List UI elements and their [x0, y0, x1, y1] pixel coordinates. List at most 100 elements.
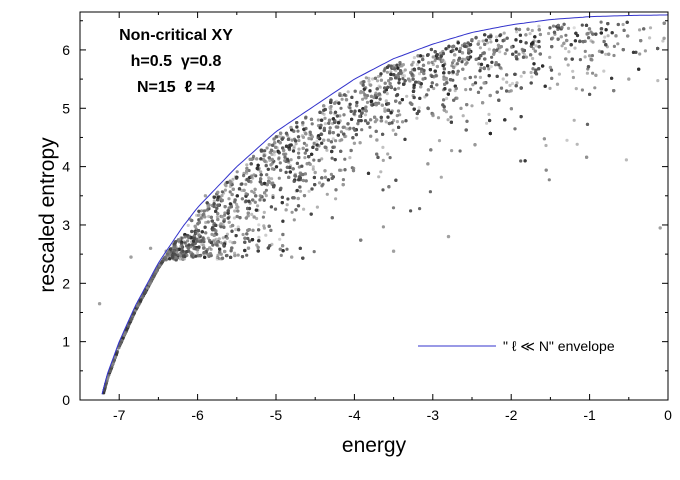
- scatter-point: [289, 158, 293, 162]
- scatter-point: [328, 126, 332, 130]
- scatter-point: [405, 94, 409, 98]
- scatter-point: [190, 243, 194, 247]
- scatter-point: [268, 158, 272, 162]
- scatter-point: [228, 184, 232, 188]
- scatter-point: [455, 62, 459, 66]
- scatter-point: [398, 62, 402, 66]
- scatter-point: [297, 147, 301, 151]
- scatter-point: [320, 141, 324, 145]
- scatter-point: [302, 141, 306, 145]
- scatter-point: [191, 243, 195, 247]
- scatter-point: [361, 83, 365, 87]
- scatter-point: [638, 28, 642, 32]
- scatter-point: [499, 86, 504, 90]
- scatter-point: [194, 227, 198, 231]
- scatter-point: [246, 236, 250, 241]
- scatter-point: [460, 60, 464, 64]
- scatter-point: [308, 162, 312, 166]
- scatter-point: [560, 44, 564, 48]
- scatter-point: [612, 44, 617, 49]
- scatter-point: [441, 52, 445, 56]
- scatter-point: [180, 236, 184, 240]
- scatter-point: [307, 136, 311, 141]
- scatter-point: [442, 67, 446, 71]
- scatter-point: [223, 188, 227, 192]
- scatter-point: [309, 137, 313, 141]
- scatter-point: [202, 209, 206, 213]
- scatter-point: [547, 178, 551, 182]
- scatter-point: [458, 149, 462, 153]
- scatter-point: [186, 223, 190, 227]
- scatter-point: [198, 254, 202, 258]
- scatter-point: [245, 232, 249, 236]
- scatter-point: [303, 172, 307, 176]
- scatter-point: [487, 47, 491, 51]
- scatter-point: [519, 159, 523, 163]
- scatter-point: [348, 126, 352, 130]
- scatter-point: [298, 246, 302, 250]
- scatter-point: [351, 169, 356, 173]
- scatter-point: [301, 178, 305, 183]
- scatter-point: [290, 138, 294, 142]
- scatter-point: [206, 220, 210, 224]
- scatter-point: [447, 71, 451, 75]
- scatter-point: [245, 166, 249, 170]
- scatter-point: [240, 182, 244, 186]
- scatter-point: [325, 192, 329, 196]
- scatter-point: [322, 112, 326, 116]
- scatter-point: [548, 26, 552, 30]
- scatter-point: [262, 154, 266, 158]
- scatter-point: [356, 122, 360, 126]
- scatter-point: [214, 237, 218, 241]
- scatter-point: [338, 114, 342, 118]
- scatter-point: [634, 50, 638, 54]
- scatter-point: [515, 30, 519, 34]
- scatter-point: [439, 51, 443, 55]
- scatter-point: [273, 141, 277, 145]
- scatter-point: [551, 24, 556, 28]
- scatter-point: [538, 32, 543, 37]
- scatter-point: [571, 75, 576, 80]
- scatter-point: [226, 216, 230, 220]
- scatter-point: [483, 42, 487, 47]
- scatter-point: [229, 181, 233, 185]
- scatter-point: [308, 162, 312, 166]
- scatter-point: [284, 170, 288, 174]
- scatter-point: [441, 52, 445, 56]
- scatter-point: [329, 172, 333, 176]
- scatter-point: [278, 237, 282, 241]
- scatter-point: [266, 167, 270, 171]
- scatter-point: [426, 106, 430, 111]
- scatter-point: [395, 63, 399, 67]
- scatter-point: [452, 98, 456, 102]
- scatter-point: [562, 22, 566, 26]
- scatter-point: [212, 202, 216, 206]
- scatter-point: [397, 86, 401, 90]
- scatter-point: [498, 50, 502, 54]
- scatter-point: [208, 246, 212, 250]
- scatter-point: [395, 63, 399, 67]
- scatter-point: [375, 152, 379, 156]
- scatter-point: [202, 209, 206, 213]
- scatter-point: [471, 83, 475, 87]
- scatter-point: [304, 179, 308, 183]
- scatter-point: [277, 157, 281, 161]
- scatter-point: [426, 106, 430, 110]
- scatter-point: [378, 85, 382, 89]
- scatter-point: [543, 84, 547, 88]
- scatter-point: [241, 232, 245, 237]
- scatter-point: [198, 254, 202, 258]
- scatter-point: [250, 189, 254, 193]
- scatter-point: [343, 157, 347, 161]
- scatter-point: [543, 84, 547, 88]
- scatter-point: [227, 220, 231, 224]
- scatter-point: [634, 50, 638, 54]
- scatter-point: [479, 62, 484, 66]
- scatter-point: [515, 81, 519, 85]
- scatter-point: [447, 71, 451, 75]
- scatter-point: [463, 77, 467, 81]
- scatter-point: [548, 55, 552, 60]
- scatter-point: [354, 133, 358, 137]
- scatter-point: [404, 119, 408, 123]
- scatter-points: [97, 20, 666, 395]
